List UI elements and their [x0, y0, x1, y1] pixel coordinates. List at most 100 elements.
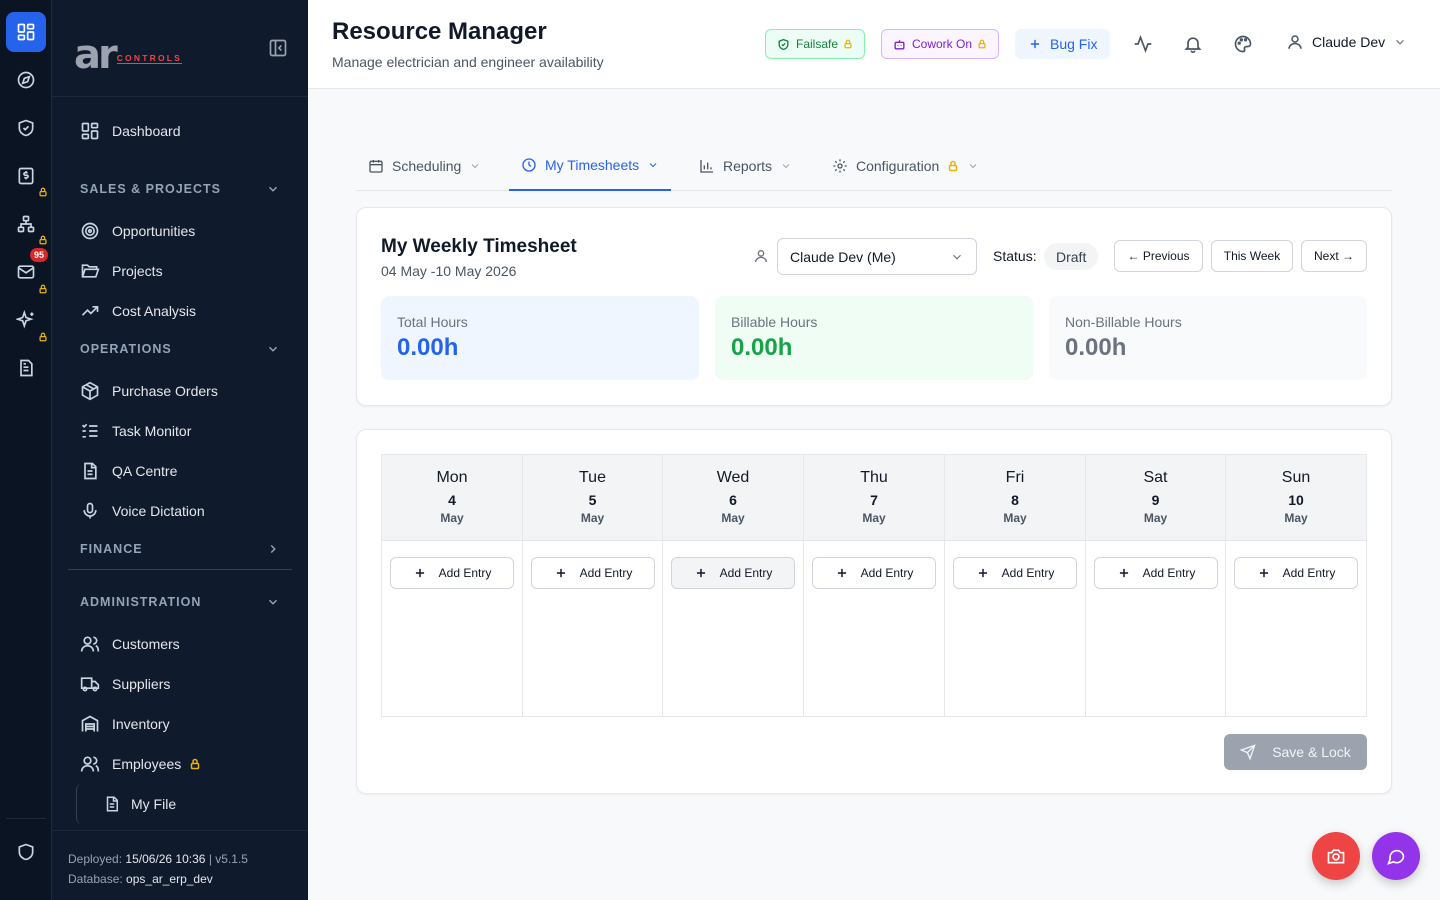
- section-sales-projects[interactable]: SALES & PROJECTS: [80, 179, 280, 199]
- lock-icon: [978, 39, 986, 49]
- this-week-button[interactable]: This Week: [1211, 240, 1293, 272]
- tab-scheduling[interactable]: Scheduling: [356, 140, 493, 191]
- gear-icon: [833, 158, 847, 173]
- company-logo[interactable]: ar CONTROLS: [74, 35, 183, 75]
- sidebar-item-label: Dashboard: [112, 123, 181, 139]
- day-month: May: [721, 511, 745, 525]
- week-grid: Mon 4 May Add Entry Tue 5 May Add Entry …: [381, 454, 1367, 717]
- sidebar-item-dashboard[interactable]: Dashboard: [80, 119, 181, 143]
- file-text-icon: [80, 461, 100, 481]
- add-entry-button[interactable]: Add Entry: [953, 557, 1077, 589]
- chevron-down-icon: [969, 163, 977, 168]
- next-week-button[interactable]: Next →: [1301, 240, 1367, 272]
- tab-configuration[interactable]: Configuration: [820, 140, 991, 191]
- sidebar-item-label: Customers: [112, 636, 180, 652]
- add-entry-button[interactable]: Add Entry: [671, 557, 795, 589]
- previous-week-button[interactable]: ← Previous: [1114, 240, 1203, 272]
- mail-icon[interactable]: [6, 252, 46, 292]
- sidebar-item-voice-dictation[interactable]: Voice Dictation: [80, 499, 205, 523]
- employee-select[interactable]: Claude Dev (Me): [777, 238, 977, 275]
- sparkles-icon[interactable]: [6, 300, 46, 340]
- tab-my-timesheets[interactable]: My Timesheets: [509, 140, 672, 191]
- sidebar-item-my-file[interactable]: My File: [76, 784, 292, 824]
- save-and-lock-button[interactable]: Save & Lock: [1224, 734, 1367, 770]
- section-administration[interactable]: ADMINISTRATION: [80, 592, 280, 612]
- cowork-badge[interactable]: Cowork On: [881, 29, 1000, 59]
- stat-label: Non-Billable Hours: [1065, 314, 1182, 330]
- lock-icon: [191, 758, 200, 770]
- unread-mail-badge: 95: [30, 248, 49, 262]
- tab-reports[interactable]: Reports: [687, 140, 804, 191]
- sidebar-item-projects[interactable]: Projects: [80, 259, 163, 283]
- bug-fix-button[interactable]: Bug Fix: [1015, 29, 1111, 59]
- stat-value: 0.00h: [1065, 334, 1127, 361]
- section-title: ADMINISTRATION: [80, 595, 202, 609]
- separator: |: [208, 852, 212, 866]
- add-entry-button[interactable]: Add Entry: [1234, 557, 1358, 589]
- user-icon: [1288, 35, 1302, 49]
- sidebar-item-customers[interactable]: Customers: [80, 632, 180, 656]
- screenshot-camera-button[interactable]: [1312, 832, 1360, 880]
- plus-icon: [978, 568, 987, 578]
- compass-icon[interactable]: [6, 60, 46, 100]
- sidebar-item-inventory[interactable]: Inventory: [80, 712, 170, 736]
- sidebar-item-task-monitor[interactable]: Task Monitor: [80, 419, 191, 443]
- page-subtitle: Manage electrician and engineer availabi…: [332, 54, 604, 70]
- page-title: Resource Manager: [332, 18, 547, 45]
- sidebar-item-cost-analysis[interactable]: Cost Analysis: [80, 299, 196, 323]
- shield-check-icon[interactable]: [6, 108, 46, 148]
- shield-icon[interactable]: [6, 832, 46, 872]
- section-title: FINANCE: [80, 542, 143, 556]
- sidebar-item-opportunities[interactable]: Opportunities: [80, 219, 195, 243]
- activity-icon[interactable]: [1133, 34, 1153, 54]
- section-finance[interactable]: FINANCE: [80, 539, 280, 559]
- sidebar-item-label: Task Monitor: [112, 423, 192, 439]
- sidebar-item-suppliers[interactable]: Suppliers: [80, 672, 170, 696]
- day-column: Sun 10 May Add Entry: [1226, 455, 1366, 716]
- cowork-label: Cowork On: [912, 37, 973, 51]
- sidebar-item-purchase-orders[interactable]: Purchase Orders: [80, 379, 218, 403]
- plus-icon: [1259, 568, 1268, 578]
- day-month: May: [862, 511, 886, 525]
- sidebar-item-qa-centre[interactable]: QA Centre: [80, 459, 177, 483]
- sidebar-item-label: Inventory: [112, 716, 170, 732]
- sitemap-icon[interactable]: [6, 204, 46, 244]
- day-name: Tue: [579, 469, 606, 486]
- sidebar-item-label: Projects: [112, 263, 163, 279]
- plus-icon: [415, 568, 424, 578]
- sidebar-item-employees[interactable]: Employees: [80, 752, 201, 776]
- chat-bubble-icon: [1387, 849, 1405, 865]
- day-number: 5: [588, 492, 597, 508]
- rail-divider: [6, 818, 46, 819]
- failsafe-badge[interactable]: Failsafe: [765, 29, 866, 59]
- lock-icon: [949, 160, 958, 171]
- section-operations[interactable]: OPERATIONS: [80, 339, 280, 359]
- lock-icon: [39, 187, 47, 197]
- day-column: Thu 7 May Add Entry: [804, 455, 945, 716]
- truck-icon: [80, 674, 100, 694]
- add-entry-button[interactable]: Add Entry: [531, 557, 655, 589]
- collapse-sidebar-icon[interactable]: [268, 38, 288, 58]
- palette-icon[interactable]: [1233, 34, 1253, 54]
- day-name: Thu: [860, 469, 888, 486]
- stat-value: 0.00h: [731, 334, 793, 361]
- database-line: Database: ops_ar_erp_dev: [68, 869, 292, 889]
- chevron-right-icon: [270, 544, 276, 554]
- add-entry-button[interactable]: Add Entry: [812, 557, 936, 589]
- add-entry-button[interactable]: Add Entry: [390, 557, 514, 589]
- icon-rail: 95: [0, 0, 52, 900]
- user-menu[interactable]: Claude Dev: [1286, 33, 1407, 51]
- chat-button[interactable]: [1372, 832, 1420, 880]
- day-number: 8: [1011, 492, 1019, 508]
- tab-label: My Timesheets: [545, 156, 640, 173]
- document-icon[interactable]: [6, 348, 46, 388]
- dollar-document-icon[interactable]: [6, 156, 46, 196]
- bell-icon[interactable]: [1183, 34, 1203, 54]
- add-entry-button[interactable]: Add Entry: [1094, 557, 1218, 589]
- plus-icon: [556, 568, 565, 578]
- chevron-down-icon: [268, 599, 278, 605]
- day-number: 7: [870, 492, 878, 508]
- lock-icon: [844, 39, 852, 49]
- dashboard-icon: [80, 121, 100, 141]
- dashboard-grid-icon[interactable]: [6, 12, 46, 52]
